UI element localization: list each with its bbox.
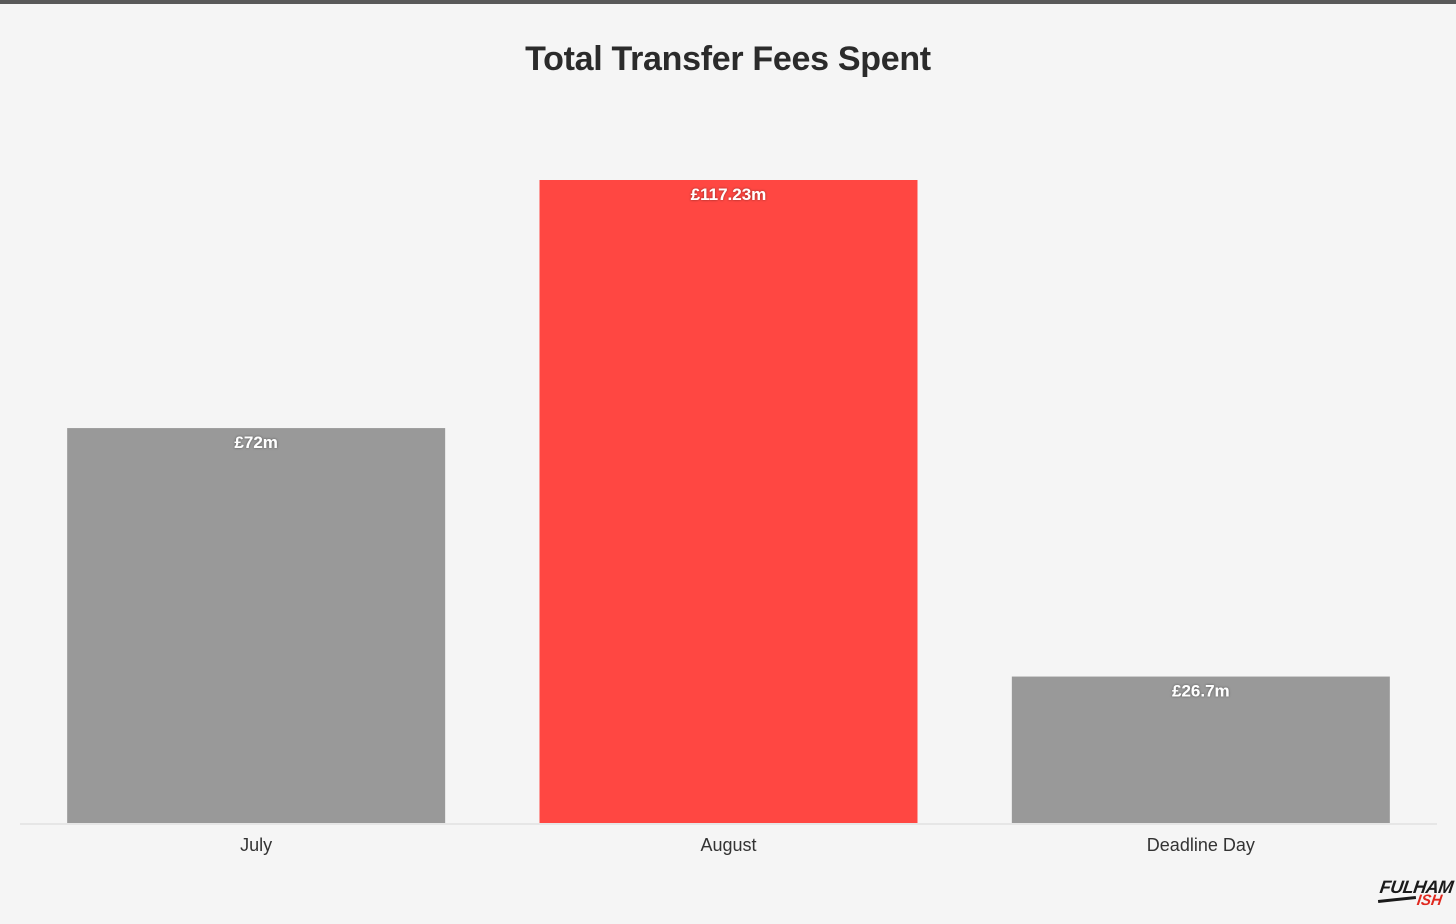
x-tick-label: August: [700, 835, 756, 855]
fulhamish-logo: FULHAM ISH: [1377, 876, 1454, 912]
top-border: [0, 0, 1456, 4]
logo-line2: ISH: [1415, 892, 1444, 909]
x-tick-label: July: [240, 835, 272, 855]
data-label: £117.23m: [691, 185, 767, 204]
x-tick-label: Deadline Day: [1147, 835, 1255, 855]
bar-july: [67, 428, 446, 823]
data-label: £26.7m: [1172, 682, 1230, 701]
chart-title: Total Transfer Fees Spent: [525, 40, 931, 78]
bar-deadline-day: [1011, 676, 1390, 823]
logo-swoosh: [1377, 896, 1417, 903]
bar-august: [539, 180, 918, 823]
data-label: £72m: [234, 433, 277, 452]
